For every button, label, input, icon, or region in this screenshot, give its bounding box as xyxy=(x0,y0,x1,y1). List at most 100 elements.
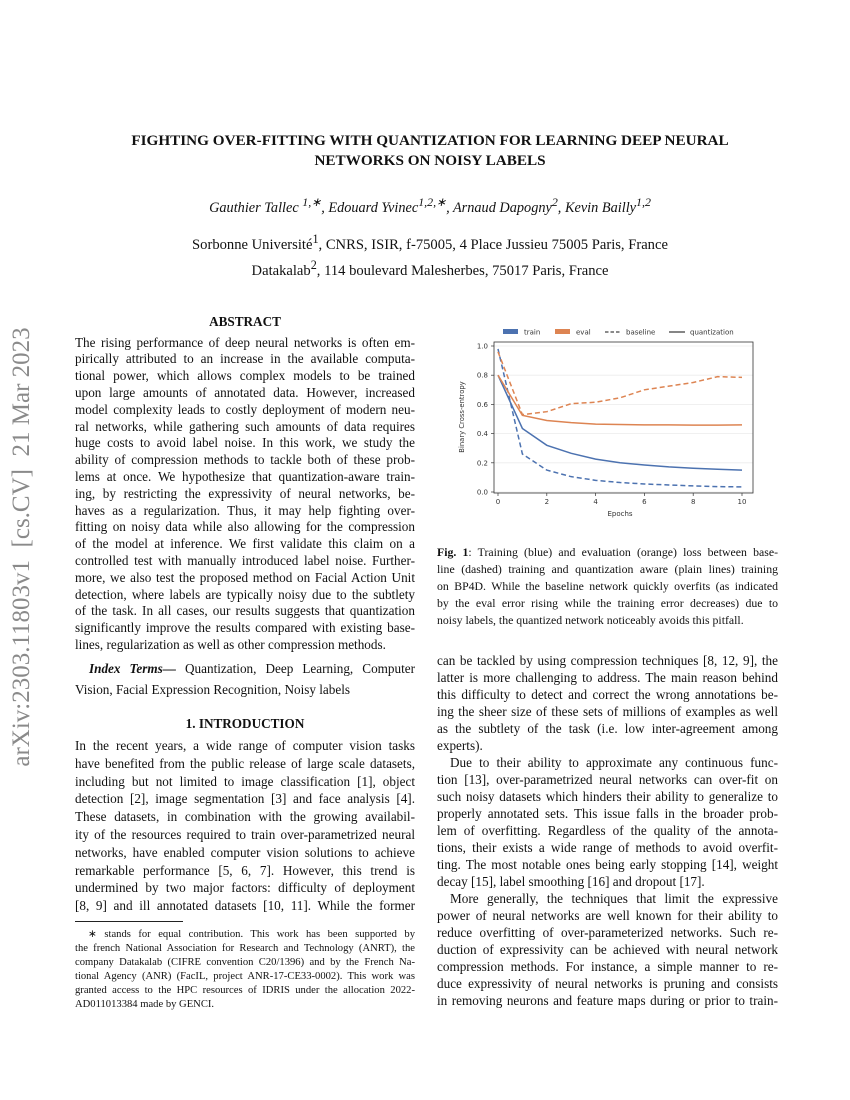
text-line: ity of the resources required to train o… xyxy=(75,826,415,842)
footnote-line: the french National Association for Rese… xyxy=(75,943,415,954)
caption-line: Fig. 1: Training (blue) and evaluation (… xyxy=(437,544,778,561)
footnote-line: granted access to the HPC resources of I… xyxy=(75,985,415,996)
author-affil: 1,2 xyxy=(636,195,651,209)
text-line: huge costs to avoid label noise. In this… xyxy=(75,435,415,451)
text-line: undermined by two major factors: difficu… xyxy=(75,880,415,896)
text-line: ing, by restricting the expressivity of … xyxy=(75,485,415,501)
index-terms-line: Vision, Facial Expression Recognition, N… xyxy=(75,682,351,697)
affiliation-address: , CNRS, ISIR, f-75005, 4 Place Jussieu 7… xyxy=(318,236,668,253)
title-line: FIGHTING OVER-FITTING WITH QUANTIZATION … xyxy=(131,132,729,149)
y-tick-label: 1.0 xyxy=(477,343,488,351)
affiliation-name: Sorbonne Université xyxy=(192,236,313,253)
footnote-line: ∗ stands for equal contribution. This wo… xyxy=(88,929,415,940)
abstract-body: The rising performance of deep neural ne… xyxy=(75,335,415,654)
arxiv-identifier: arXiv:2303.11803v1 [cs.CV] 21 Mar 2023 xyxy=(8,327,35,767)
author-affil: 2 xyxy=(551,195,558,209)
index-terms-text: Quantization, Deep Learning, Computer xyxy=(185,661,416,676)
text-line: Due to their ability to approximate any … xyxy=(450,754,778,770)
caption-line: line (dashed) training and quantization … xyxy=(437,561,778,576)
caption-text: : Training (blue) and evaluation (orange… xyxy=(468,544,778,559)
authors: Gauthier Tallec 1,∗, Edouard Yvinec1,2,∗… xyxy=(60,195,800,217)
y-tick-label: 0.8 xyxy=(477,372,488,380)
text-line: The rising performance of deep neural ne… xyxy=(75,334,415,350)
text-line: including but not limited to image class… xyxy=(75,773,415,789)
text-line: of the task. In all cases, our results s… xyxy=(75,603,415,619)
x-tick-label: 6 xyxy=(642,498,647,506)
y-axis-label: Binary Cross-entropy xyxy=(458,381,466,452)
text-line: duce expressivity of neural networks is … xyxy=(437,975,778,991)
series-line-3 xyxy=(497,351,743,416)
text-line: power of neural networks are well known … xyxy=(437,907,778,923)
right-column-body: can be tackled by using compression tech… xyxy=(437,652,778,1009)
text-line: detection [2], image segmentation [3] an… xyxy=(75,791,415,807)
paper-title: FIGHTING OVER-FITTING WITH QUANTIZATION … xyxy=(60,131,800,171)
x-tick-label: 4 xyxy=(593,498,598,506)
text-line: tions, their exists a wide range of meth… xyxy=(437,839,778,855)
index-terms: Index Terms— Quantization, Deep Learning… xyxy=(75,658,415,700)
footnote-line: AD011013384 made by GENCI. xyxy=(75,999,215,1010)
affiliation-sup: 1 xyxy=(312,232,319,246)
series-line-1 xyxy=(497,348,743,488)
text-line: of the model at inference. We first vali… xyxy=(75,536,415,552)
legend-swatch-eval xyxy=(555,329,570,334)
title-line: NETWORKS ON NOISY LABELS xyxy=(314,152,546,169)
caption-line: by the eval error rising while the train… xyxy=(437,595,778,610)
x-tick-label: 10 xyxy=(738,498,747,506)
author-affil: 1,∗ xyxy=(302,195,322,209)
text-line: More generally, the techniques that limi… xyxy=(450,890,778,906)
text-line: tional power, which allows complex model… xyxy=(75,368,415,384)
text-line: lem of overfitting. Regardless of the qu… xyxy=(437,822,778,838)
footnote-rule xyxy=(75,921,183,922)
text-line: experts). xyxy=(437,737,483,753)
footnote-line: company Datakalab (CIFRE convention C20/… xyxy=(75,957,415,968)
figure-caption: Fig. 1: Training (blue) and evaluation (… xyxy=(437,544,778,629)
text-line: have benefited from the public release o… xyxy=(75,755,415,771)
legend-label-eval: eval xyxy=(576,329,591,337)
figure-label: Fig. 1 xyxy=(437,544,469,559)
author-name: , Edouard Yvinec xyxy=(321,199,419,216)
author-affil: 1,2,∗ xyxy=(418,195,447,209)
x-tick-label: 2 xyxy=(545,498,549,506)
affiliation-sup: 2 xyxy=(310,258,317,272)
text-line: haves as a regularization. Thus, it may … xyxy=(75,502,415,518)
x-axis-label: Epochs xyxy=(607,510,632,518)
text-line: In the recent years, a wide range of com… xyxy=(75,738,415,753)
y-tick-label: 0.4 xyxy=(477,430,489,438)
legend-label-quantization: quantization xyxy=(690,329,734,337)
text-line: ral networks, while gathering such amoun… xyxy=(75,418,415,434)
section-heading-introduction: 1. INTRODUCTION xyxy=(185,716,305,731)
text-line: decay [15], label smoothing [16] and dro… xyxy=(437,873,705,889)
series-line-0 xyxy=(497,374,743,471)
footnote: ∗ stands for equal contribution. This wo… xyxy=(75,928,415,1012)
text-line: reduce overfitting of over-parameterized… xyxy=(437,924,778,940)
text-line: significantly improve the results compar… xyxy=(75,620,415,636)
text-line: detection, where labels are typically no… xyxy=(75,586,415,602)
text-line: model complexity leads to costly deploym… xyxy=(75,401,415,417)
footnote-line: tional Agency (ANR) (FacIL, project ANR-… xyxy=(75,971,415,982)
text-line: ting. The most notable ones being early … xyxy=(437,856,778,872)
text-line: fitting on noisy data while also allowin… xyxy=(75,519,415,535)
figure-1-chart: 0.0 0.2 0.4 0.6 0.8 1.0 0 2 4 6 8 10 Epochs Binary Cr… xyxy=(458,329,754,518)
text-line: networks, have enabled computer vision s… xyxy=(75,844,415,860)
legend-swatch-train xyxy=(503,329,518,334)
text-line: tion [13], over-parametrized neural netw… xyxy=(437,771,778,787)
text-line: this difficulty to detect and correct th… xyxy=(437,686,778,702)
introduction-body: In the recent years, a wide range of com… xyxy=(75,737,415,915)
caption-line: on BP4D. While the baseline network quic… xyxy=(437,578,778,593)
affiliation-address: , 114 boulevard Malesherbes, 75017 Paris… xyxy=(316,262,609,279)
text-line: lems at once. We hypothesize that quanti… xyxy=(75,468,415,484)
text-line: such noisy datasets which hinders their … xyxy=(437,788,778,804)
text-line: can be tackled by using compression tech… xyxy=(437,652,778,668)
text-line: These datasets, in combination with the … xyxy=(75,809,415,825)
text-line: latter is more challenging to address. T… xyxy=(437,669,778,685)
author-name: Gauthier Tallec xyxy=(209,199,303,216)
x-tick-label: 0 xyxy=(496,498,500,506)
text-line: ing the sheer size of these sets of mill… xyxy=(437,703,778,719)
text-line: lines, regularization as well as other c… xyxy=(75,636,386,652)
legend-label-baseline: baseline xyxy=(626,329,655,337)
affiliation: Datakalab2, 114 boulevard Malesherbes, 7… xyxy=(60,258,800,280)
y-tick-label: 0.2 xyxy=(477,459,488,467)
text-line: remarkable performance [5, 6, 7]. Howeve… xyxy=(75,862,415,878)
text-line: ability of compression methods to tackle… xyxy=(75,452,415,468)
y-tick-label: 0.0 xyxy=(477,489,488,497)
